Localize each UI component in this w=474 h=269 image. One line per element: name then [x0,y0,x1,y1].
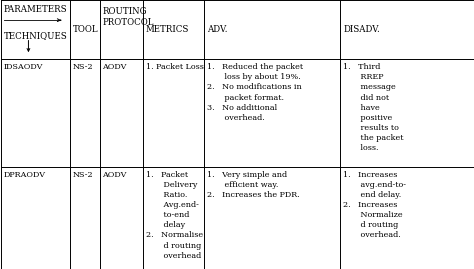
Text: 1.   Reduced the packet
       loss by about 19%.
2.   No modifications in
     : 1. Reduced the packet loss by about 19%.… [207,63,303,122]
Text: DISADV.: DISADV. [343,25,380,34]
Text: METRICS: METRICS [146,25,190,34]
Text: 1.   Very simple and
       efficient way.
2.   Increases the PDR.: 1. Very simple and efficient way. 2. Inc… [207,171,300,199]
Text: ROUTING
PROTOCOL: ROUTING PROTOCOL [102,7,154,27]
Text: IDSAODV: IDSAODV [4,63,43,71]
Text: AODV: AODV [102,63,127,71]
Text: NS-2: NS-2 [73,171,94,179]
Text: NS-2: NS-2 [73,63,94,71]
Text: ADV.: ADV. [207,25,227,34]
Text: DPRAODV: DPRAODV [4,171,46,179]
Text: TECHNIQUES: TECHNIQUES [4,31,67,40]
Text: 1.   Increases
       avg.end-to-
       end delay.
2.   Increases
       Normal: 1. Increases avg.end-to- end delay. 2. I… [343,171,406,239]
Text: TOOL: TOOL [73,25,99,34]
Text: 1.   Third
       RREP
       message
       did not
       have
       positive: 1. Third RREP message did not have posit… [343,63,404,152]
Text: 1. Packet Loss: 1. Packet Loss [146,63,204,71]
Text: 1.   Packet
       Delivery
       Ratio.
       Avg.end-
       to-end
       d: 1. Packet Delivery Ratio. Avg.end- to-en… [146,171,203,260]
Text: PARAMETERS: PARAMETERS [4,5,67,14]
Text: AODV: AODV [102,171,127,179]
